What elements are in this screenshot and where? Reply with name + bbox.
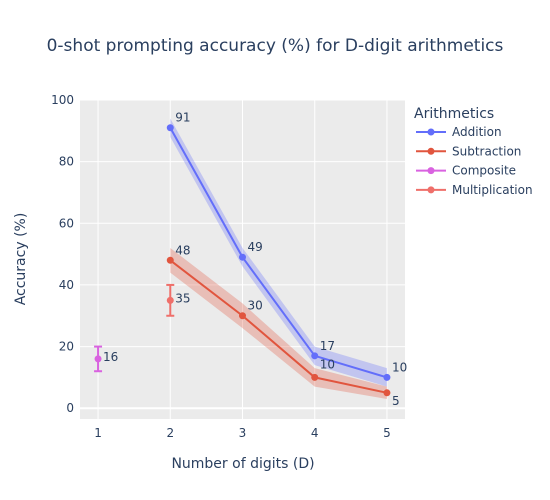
- series-lines: [169, 127, 388, 394]
- legend-item-composite: Composite: [452, 164, 516, 178]
- addition-data-label: 17: [320, 339, 335, 353]
- chart-title: 0-shot prompting accuracy (%) for D-digi…: [47, 36, 504, 56]
- composite-point: [94, 355, 102, 363]
- legend-marker-subtraction: [427, 147, 435, 155]
- legend-marker-multiplication: [427, 186, 435, 194]
- x-tick-label: 1: [94, 426, 102, 440]
- gridlines: [80, 99, 405, 419]
- y-axis-title: Accuracy (%): [13, 213, 29, 306]
- data-labels: 91 49 17 10 48 30 10 5 16 35: [103, 111, 407, 408]
- subtraction-line: [169, 259, 388, 394]
- x-tick-label: 4: [311, 426, 319, 440]
- legend-marker-composite: [427, 167, 435, 175]
- subtraction-band: [170, 247, 387, 399]
- subtraction-data-label: 10: [320, 357, 335, 371]
- legend: Arithmetics Addition Subtraction Composite…: [414, 106, 533, 197]
- x-tick-label: 3: [239, 426, 247, 440]
- legend-title: Arithmetics: [414, 106, 494, 122]
- addition-point: [166, 124, 174, 132]
- y-tick-labels: 0 20 40 60 80 100: [51, 93, 74, 415]
- legend-item-subtraction: Subtraction: [452, 144, 521, 158]
- subtraction-data-label: 48: [175, 243, 190, 257]
- legend-item-addition: Addition: [452, 125, 502, 139]
- y-tick-label: 40: [59, 278, 74, 292]
- confidence-bands: [170, 118, 387, 399]
- addition-point: [383, 373, 391, 381]
- subtraction-point: [166, 256, 174, 264]
- legend-item-multiplication: Multiplication: [452, 183, 533, 197]
- y-tick-label: 100: [51, 93, 74, 107]
- composite-data-label: 16: [103, 350, 118, 364]
- y-tick-label: 0: [66, 401, 74, 415]
- subtraction-point: [311, 373, 319, 381]
- addition-data-label: 49: [248, 240, 263, 254]
- multiplication-data-label: 35: [175, 291, 190, 305]
- multiplication-point: [166, 296, 174, 304]
- subtraction-point: [239, 312, 246, 320]
- x-tick-label: 5: [383, 426, 391, 440]
- data-points: [94, 124, 391, 397]
- legend-marker-addition: [427, 128, 435, 136]
- y-tick-label: 20: [59, 340, 74, 354]
- addition-line: [169, 127, 388, 379]
- y-tick-label: 80: [59, 155, 74, 169]
- subtraction-data-label: 30: [248, 299, 263, 313]
- addition-data-label: 91: [175, 111, 190, 125]
- subtraction-data-label: 5: [392, 394, 400, 408]
- addition-data-label: 10: [392, 360, 407, 374]
- x-axis-title: Number of digits (D): [171, 456, 314, 472]
- y-tick-label: 60: [59, 216, 74, 230]
- subtraction-point: [383, 389, 391, 397]
- addition-point: [311, 352, 319, 360]
- x-tick-labels: 1 2 3 4 5: [94, 426, 391, 440]
- addition-point: [239, 253, 246, 261]
- x-tick-label: 2: [166, 426, 174, 440]
